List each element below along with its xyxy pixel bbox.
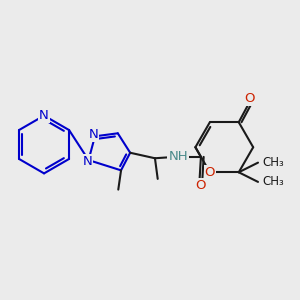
Text: N: N	[89, 128, 98, 141]
Text: O: O	[196, 179, 206, 192]
Text: O: O	[205, 166, 215, 179]
Text: NH: NH	[169, 150, 188, 164]
Text: O: O	[244, 92, 255, 105]
Text: N: N	[82, 155, 92, 168]
Text: CH₃: CH₃	[262, 156, 284, 169]
Text: N: N	[39, 109, 49, 122]
Text: CH₃: CH₃	[262, 176, 284, 188]
